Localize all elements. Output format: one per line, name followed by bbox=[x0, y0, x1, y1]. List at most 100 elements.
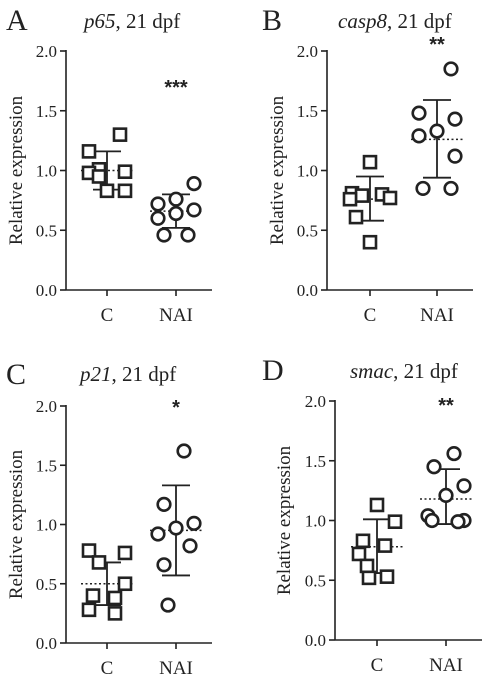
data-point bbox=[81, 602, 97, 618]
y-tick-label: 1.5 bbox=[297, 102, 318, 121]
data-point bbox=[156, 227, 172, 243]
x-tick-label: C bbox=[101, 658, 114, 677]
data-point bbox=[150, 526, 166, 542]
data-point bbox=[176, 443, 192, 459]
data-point bbox=[117, 164, 133, 179]
x-tick-label: C bbox=[371, 655, 384, 676]
data-point bbox=[369, 497, 385, 513]
panel-letter: D bbox=[262, 354, 284, 387]
y-tick-label: 1.5 bbox=[36, 456, 57, 475]
panel-title: smac, 21 dpf bbox=[350, 359, 458, 383]
data-point bbox=[117, 545, 133, 561]
data-point bbox=[81, 144, 97, 159]
data-point bbox=[447, 111, 463, 127]
y-axis-label: Relative expression bbox=[6, 449, 27, 599]
data-point bbox=[156, 496, 172, 512]
panel-title: p65, 21 dpf bbox=[82, 9, 180, 33]
y-tick-label: 0.0 bbox=[36, 281, 57, 300]
data-point bbox=[342, 191, 358, 207]
significance-marker: *** bbox=[164, 77, 188, 99]
y-tick-label: 2.0 bbox=[305, 392, 326, 411]
data-point bbox=[117, 576, 133, 592]
data-point bbox=[446, 445, 462, 462]
panel-letter: B bbox=[262, 4, 282, 37]
y-tick-label: 0.0 bbox=[305, 631, 326, 650]
data-point bbox=[186, 515, 202, 531]
y-tick-label: 1.0 bbox=[297, 162, 318, 181]
data-point bbox=[382, 190, 398, 206]
y-tick-label: 1.0 bbox=[36, 516, 57, 535]
y-tick-label: 0.5 bbox=[297, 221, 318, 240]
data-point bbox=[186, 202, 202, 218]
y-tick-label: 2.0 bbox=[36, 397, 57, 416]
y-tick-label: 0.0 bbox=[36, 634, 57, 653]
data-point bbox=[168, 205, 184, 222]
data-point bbox=[387, 514, 403, 529]
group-c bbox=[342, 154, 398, 250]
data-point bbox=[348, 209, 364, 225]
x-tick-label: C bbox=[101, 305, 114, 326]
data-point bbox=[91, 169, 107, 184]
group-c bbox=[81, 127, 133, 199]
data-point bbox=[117, 183, 133, 199]
panel-title: p21, 21 dpf bbox=[78, 362, 176, 386]
significance-marker: ** bbox=[438, 395, 454, 417]
x-tick-label: C bbox=[364, 305, 377, 326]
gene-name: p65 bbox=[82, 9, 116, 33]
data-point bbox=[182, 538, 198, 554]
x-tick-label: NAI bbox=[420, 305, 454, 326]
data-point bbox=[415, 180, 431, 197]
data-point bbox=[450, 514, 466, 530]
data-point bbox=[361, 570, 377, 586]
data-point bbox=[107, 590, 123, 606]
data-point bbox=[379, 569, 395, 584]
data-point bbox=[411, 105, 427, 121]
data-point bbox=[156, 557, 172, 573]
y-tick-label: 0.5 bbox=[36, 221, 57, 240]
data-point bbox=[186, 176, 202, 192]
data-point bbox=[447, 148, 463, 164]
data-point bbox=[351, 546, 367, 562]
data-point bbox=[355, 533, 371, 549]
y-tick-label: 0.5 bbox=[36, 575, 57, 594]
data-point bbox=[443, 61, 459, 77]
data-point bbox=[99, 183, 115, 199]
x-tick-label: NAI bbox=[159, 658, 193, 677]
data-point bbox=[107, 606, 123, 621]
data-point bbox=[377, 538, 393, 553]
data-point bbox=[362, 234, 378, 250]
title-suffix: , 21 dpf bbox=[387, 9, 452, 33]
data-point bbox=[160, 597, 176, 613]
data-point bbox=[362, 154, 378, 170]
group-nai bbox=[411, 61, 463, 197]
data-point bbox=[456, 478, 472, 494]
gene-name: smac bbox=[350, 359, 394, 383]
data-point bbox=[426, 459, 442, 475]
data-point bbox=[81, 543, 97, 558]
y-tick-label: 0.5 bbox=[305, 571, 326, 590]
y-tick-label: 2.0 bbox=[36, 42, 57, 61]
y-tick-label: 0.0 bbox=[297, 281, 318, 300]
y-axis-label: Relative expression bbox=[267, 95, 288, 245]
significance-marker: * bbox=[172, 397, 180, 419]
group-c bbox=[351, 497, 403, 586]
panel-letter: A bbox=[6, 4, 28, 37]
y-axis-label: Relative expression bbox=[6, 95, 27, 245]
data-point bbox=[85, 588, 101, 603]
data-point bbox=[150, 210, 166, 226]
y-tick-label: 1.0 bbox=[305, 512, 326, 531]
data-point bbox=[150, 196, 166, 212]
data-point bbox=[438, 487, 454, 504]
group-nai bbox=[420, 445, 472, 530]
group-c bbox=[81, 543, 133, 621]
y-tick-label: 1.5 bbox=[36, 102, 57, 121]
data-point bbox=[354, 188, 370, 203]
title-suffix: , 21 dpf bbox=[112, 362, 177, 386]
data-point bbox=[411, 128, 427, 144]
group-nai bbox=[150, 176, 202, 243]
data-point bbox=[424, 512, 440, 529]
